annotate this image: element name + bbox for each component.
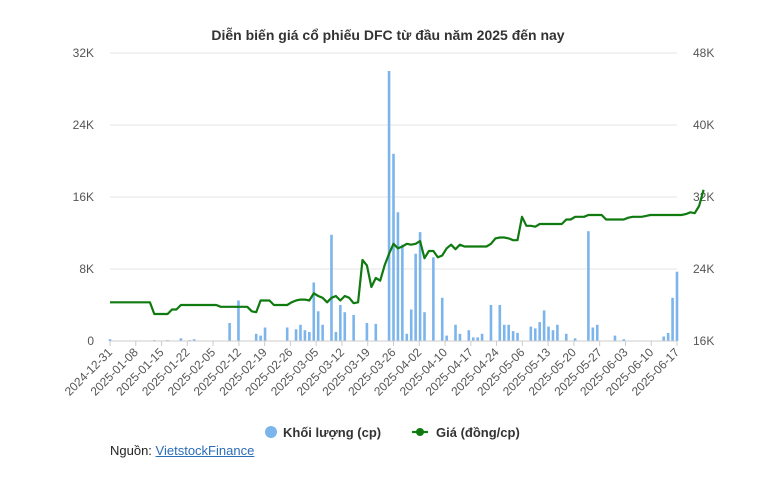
volume-bar (374, 323, 378, 341)
volume-bar (401, 244, 404, 341)
volume-bar (502, 324, 506, 341)
legend-volume-marker (265, 426, 277, 438)
volume-bar (556, 324, 559, 341)
volume-bar (529, 326, 533, 341)
legend-volume-label: Khối lượng (cp) (283, 425, 381, 440)
volume-bar (547, 326, 550, 341)
volume-bar (445, 335, 448, 341)
volume-bar (396, 212, 400, 341)
volume-bar (418, 232, 422, 341)
volume-bar (228, 323, 231, 341)
y-left-tick-label: 24K (73, 118, 94, 132)
volume-bar (564, 333, 568, 341)
volume-bar (551, 330, 555, 341)
volume-bar (587, 231, 590, 341)
volume-bar (387, 71, 391, 341)
volume-bar (622, 339, 626, 341)
volume-bar (671, 297, 674, 341)
volume-bar (662, 336, 666, 341)
y-right-tick-label: 32K (693, 190, 714, 204)
volume-bar (440, 297, 444, 341)
y-left-tick-label: 0 (87, 334, 94, 348)
y-left-tick-label: 8K (79, 262, 94, 276)
volume-bar (316, 311, 320, 341)
volume-bar (489, 305, 493, 341)
volume-bar (263, 327, 267, 341)
price-line (110, 189, 705, 316)
volume-bar (409, 309, 413, 341)
legend-price-label: Giá (đồng/cp) (436, 425, 520, 440)
y-right-tick-label: 48K (693, 46, 714, 60)
volume-bar (471, 337, 475, 341)
volume-bar (613, 335, 617, 341)
legend-item-volume[interactable]: Khối lượng (cp) (265, 425, 381, 440)
chart-title: Diễn biến giá cổ phiếu DFC từ đầu năm 20… (211, 27, 564, 43)
source-label: Nguồn: (110, 443, 156, 458)
x-axis-ticks: 2024-12-312025-01-082025-01-152025-01-22… (62, 340, 682, 399)
volume-bar (259, 335, 262, 341)
y-right-tick-label: 16K (693, 334, 714, 348)
volume-bar (454, 324, 457, 341)
volume-bar (507, 324, 510, 341)
y-left-tick-label: 32K (73, 46, 94, 60)
volume-bar (334, 332, 338, 341)
volume-bar (414, 253, 417, 341)
volume-bar (365, 323, 369, 341)
volume-bar (675, 271, 679, 341)
right-axis-ticks: 16K 24K 32K 40K 48K (693, 46, 714, 348)
volume-bar (352, 314, 355, 341)
volume-bar (591, 327, 595, 341)
volume-bar (179, 338, 183, 341)
volume-bar (299, 324, 302, 341)
volume-bar (343, 312, 347, 341)
source-credit: Nguồn: VietstockFinance (110, 443, 254, 458)
y-right-tick-label: 40K (693, 118, 714, 132)
volume-bar (392, 153, 395, 341)
left-axis-ticks: 0 8K 16K 24K 32K (73, 46, 95, 348)
volume-bar (511, 331, 515, 341)
legend: Khối lượng (cp) Giá (đồng/cp) (265, 425, 520, 440)
y-left-tick-label: 16K (73, 190, 94, 204)
volume-bar (458, 333, 462, 341)
volume-bar (308, 332, 311, 341)
volume-bar (595, 324, 599, 341)
volume-bar (285, 327, 289, 341)
volume-bar (666, 332, 670, 341)
volume-bar (237, 300, 240, 341)
volume-bar (516, 332, 519, 341)
volume-bar (294, 329, 298, 341)
volume-bars (108, 71, 679, 341)
volume-bar (339, 305, 342, 341)
volume-bar (467, 330, 471, 341)
y-right-tick-label: 24K (693, 262, 714, 276)
volume-bar (108, 339, 112, 341)
volume-bar (538, 322, 541, 341)
volume-bar (405, 333, 409, 341)
volume-bar (321, 324, 324, 341)
volume-bar (312, 282, 316, 341)
volume-bar (423, 312, 426, 341)
legend-price-marker (416, 428, 424, 436)
volume-bar (533, 328, 537, 341)
source-link[interactable]: VietstockFinance (155, 443, 255, 458)
volume-bar (542, 310, 546, 341)
volume-bar (480, 333, 484, 341)
volume-bar (476, 337, 479, 341)
volume-bar (432, 257, 435, 341)
legend-item-price[interactable]: Giá (đồng/cp) (412, 425, 520, 440)
volume-bar (330, 234, 333, 341)
volume-bar (254, 333, 258, 341)
volume-bar (498, 305, 502, 341)
volume-bar (573, 338, 577, 341)
volume-bar (303, 330, 307, 341)
volume-bar (192, 339, 196, 341)
